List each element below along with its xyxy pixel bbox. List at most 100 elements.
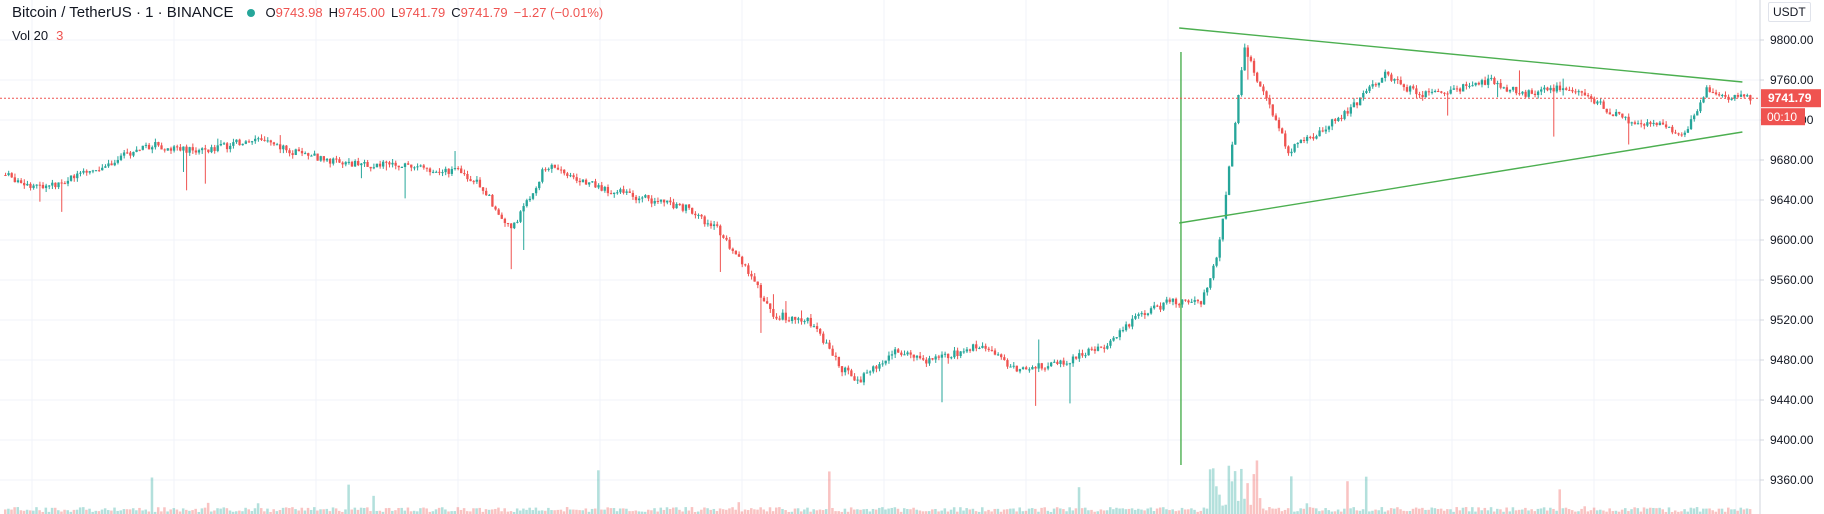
volume-bar <box>1402 510 1405 514</box>
candle-body <box>1084 355 1087 357</box>
candle-body <box>141 145 144 150</box>
volume-bar <box>131 508 135 514</box>
candle-body <box>406 163 410 165</box>
volume-bar <box>1196 511 1199 514</box>
volume-bar <box>341 511 344 514</box>
candle-body <box>1221 218 1224 240</box>
volume-bar <box>821 510 825 514</box>
candle-body <box>843 367 847 373</box>
volume-bar <box>188 510 191 514</box>
volume-bar <box>787 511 790 514</box>
volume-bar <box>878 507 881 514</box>
volume-bar <box>1723 511 1727 514</box>
trendline-upper[interactable] <box>1179 27 1743 83</box>
candle-body <box>1580 91 1583 93</box>
volume-bar <box>799 511 803 514</box>
high-label: H <box>328 5 338 20</box>
volume-bar <box>874 509 878 514</box>
candle-body <box>478 179 482 188</box>
volume-bar <box>971 508 975 514</box>
currency-badge[interactable]: USDT <box>1768 2 1811 22</box>
trendlines[interactable] <box>0 27 1760 465</box>
volume-bar <box>1496 508 1499 514</box>
volume-bar <box>1258 498 1262 514</box>
volume-bar <box>1355 510 1359 514</box>
candle-body <box>1671 126 1674 133</box>
price-axis[interactable]: 9800.009760.009720.009680.009640.009600.… <box>1759 0 1824 514</box>
candle-body <box>1374 84 1377 86</box>
volume-bar <box>494 508 497 514</box>
candle-body <box>1049 362 1053 367</box>
candle-body <box>538 181 541 189</box>
candle-body <box>694 213 697 216</box>
volume-bar <box>103 508 107 514</box>
candle-body <box>659 199 663 202</box>
volume-bar <box>409 511 413 514</box>
volume-bar <box>294 509 297 514</box>
volume-bar <box>778 507 781 514</box>
volume-bar <box>774 507 778 514</box>
volume-bar <box>1190 508 1193 514</box>
volume-bar <box>450 511 453 514</box>
candle-body <box>890 354 894 356</box>
volume-bar <box>447 511 450 514</box>
volume-bar <box>169 509 172 514</box>
candle-body <box>1540 89 1543 92</box>
volume-bar <box>465 511 469 514</box>
volume-bar <box>796 508 800 514</box>
candle-body <box>1686 129 1690 133</box>
candle-body <box>307 153 310 156</box>
volume-bar <box>1689 507 1693 514</box>
volume-bar <box>422 507 425 514</box>
volume-bar <box>1502 511 1505 514</box>
candle-body <box>559 169 563 171</box>
volume-bar <box>1015 511 1018 514</box>
candle-body <box>806 317 809 322</box>
candle-body <box>41 184 45 189</box>
volume-bar <box>1561 508 1565 514</box>
volume-bar <box>537 510 541 514</box>
volume-bar <box>1024 510 1028 514</box>
candle-body <box>868 371 872 373</box>
volume-bar <box>1277 507 1281 514</box>
candle-body <box>1511 86 1515 90</box>
candle-body <box>753 276 756 282</box>
volume-bar <box>981 507 984 514</box>
candle-body <box>1259 81 1262 87</box>
trendline-lower[interactable] <box>1179 131 1743 224</box>
candle-body <box>235 139 238 143</box>
candle-body <box>1012 365 1015 367</box>
candle-body <box>912 354 915 358</box>
volume-bar <box>965 508 968 514</box>
candle-body <box>1468 85 1471 87</box>
candle-body <box>971 344 975 351</box>
candle-body <box>147 144 151 150</box>
candle-body <box>672 202 675 209</box>
candle-body <box>410 164 413 168</box>
volume-bar <box>1099 509 1103 514</box>
candle-body <box>915 355 919 358</box>
candle-body <box>294 149 297 155</box>
candle-body <box>1190 301 1193 303</box>
volume-bar <box>1096 511 1100 514</box>
volume-bar <box>1533 511 1537 514</box>
candle-body <box>581 179 585 183</box>
candle-body <box>297 149 301 151</box>
candle-body <box>1165 299 1168 303</box>
volume-value: 3 <box>56 28 64 43</box>
candle-body <box>1349 107 1352 114</box>
volume-bar <box>1105 510 1109 514</box>
candle-body <box>728 239 731 249</box>
volume-bar <box>1661 509 1664 514</box>
symbol-title[interactable]: Bitcoin / TetherUS · 1 · BINANCE <box>12 4 234 21</box>
candle-body <box>981 345 984 348</box>
volume-bar <box>122 509 126 514</box>
volume-bar <box>790 511 794 514</box>
volume-bar <box>1486 510 1490 514</box>
volume-legend[interactable]: Vol 20 3 <box>12 28 63 43</box>
volume-bar <box>1411 508 1415 514</box>
volume-bar <box>1143 510 1146 514</box>
candle-body <box>222 143 226 145</box>
